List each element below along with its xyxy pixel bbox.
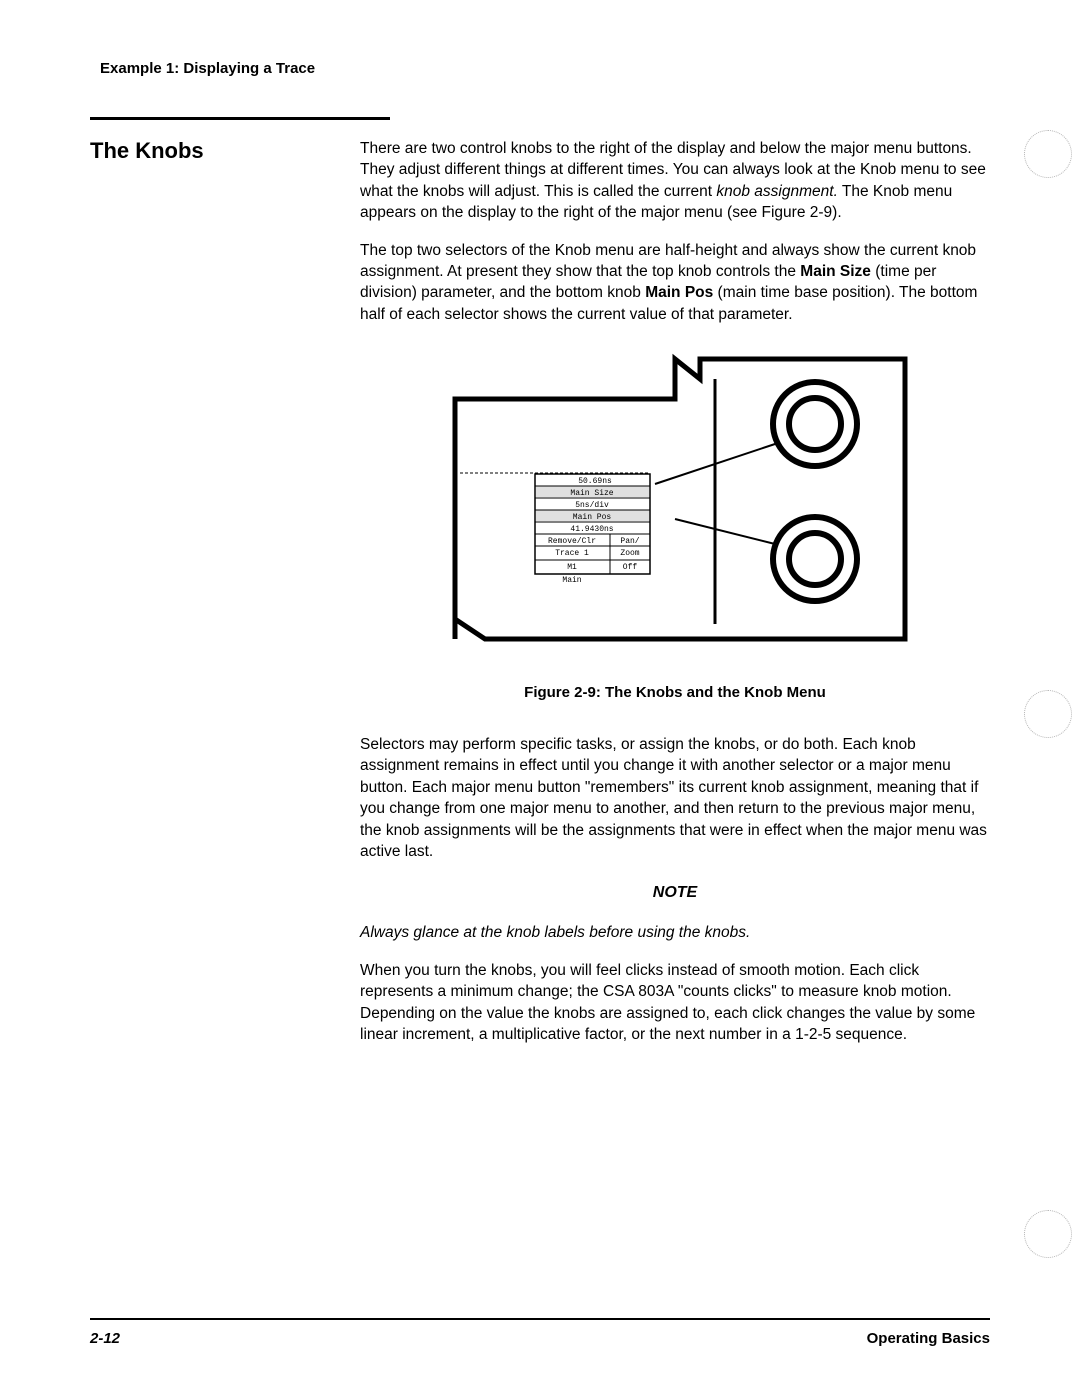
- menu-remove-clr: Remove/Clr: [548, 537, 596, 546]
- note-heading: NOTE: [360, 882, 990, 904]
- footer-section-name: Operating Basics: [867, 1330, 990, 1347]
- page-footer: 2-12 Operating Basics: [90, 1318, 990, 1347]
- footer-rule: [90, 1318, 990, 1320]
- menu-main: Main: [562, 576, 581, 585]
- figure-caption: Figure 2-9: The Knobs and the Knob Menu: [360, 683, 990, 704]
- paragraph-3: Selectors may perform specific tasks, or…: [360, 734, 990, 862]
- menu-value-top: 50.69ns: [578, 477, 612, 486]
- figure-2-9: 50.69ns Main Size 5ns/div Main Pos 41.94…: [360, 349, 990, 704]
- hole-punch-mark: [1024, 690, 1072, 738]
- menu-main-size: Main Size: [570, 489, 613, 498]
- menu-pos-value: 41.9430ns: [570, 525, 613, 534]
- menu-5ns-div: 5ns/div: [575, 501, 609, 510]
- body-column: There are two control knobs to the right…: [360, 138, 990, 1061]
- footer-page-number: 2-12: [90, 1330, 120, 1347]
- section-rule: [90, 117, 390, 120]
- p2-bold-1: Main Size: [800, 263, 871, 280]
- document-page: Example 1: Displaying a Trace The Knobs …: [0, 0, 1080, 1397]
- running-header: Example 1: Displaying a Trace: [100, 60, 990, 77]
- knob-diagram-svg: 50.69ns Main Size 5ns/div Main Pos 41.94…: [415, 349, 935, 659]
- hole-punch-mark: [1024, 130, 1072, 178]
- section-body: The Knobs There are two control knobs to…: [90, 138, 990, 1061]
- menu-off: Off: [623, 563, 638, 572]
- p1-italic: knob assignment.: [716, 183, 838, 200]
- menu-m1: M1: [567, 563, 577, 572]
- paragraph-4: When you turn the knobs, you will feel c…: [360, 960, 990, 1046]
- hole-punch-mark: [1024, 1210, 1072, 1258]
- paragraph-2: The top two selectors of the Knob menu a…: [360, 240, 990, 326]
- menu-zoom: Zoom: [620, 549, 639, 558]
- heading-column: The Knobs: [90, 138, 330, 1061]
- knob-menu-labels: 50.69ns Main Size 5ns/div Main Pos 41.94…: [535, 474, 650, 585]
- section-heading: The Knobs: [90, 138, 330, 164]
- menu-main-pos: Main Pos: [573, 513, 612, 522]
- menu-pan: Pan/: [620, 537, 639, 546]
- p2-bold-2: Main Pos: [645, 284, 713, 301]
- note-body: Always glance at the knob labels before …: [360, 922, 990, 943]
- menu-trace-1: Trace 1: [555, 549, 589, 558]
- paragraph-1: There are two control knobs to the right…: [360, 138, 990, 224]
